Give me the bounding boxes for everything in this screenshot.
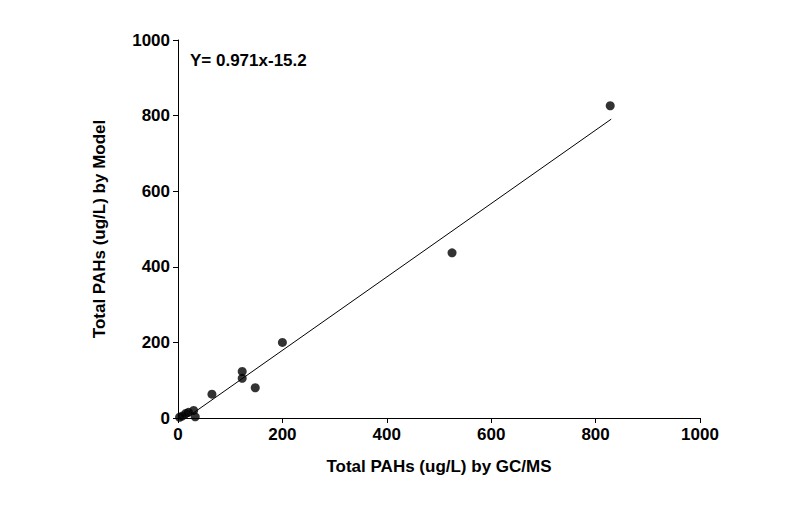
svg-text:1000: 1000 [132,31,170,50]
svg-text:400: 400 [373,425,401,444]
svg-text:600: 600 [477,425,505,444]
svg-text:400: 400 [142,257,170,276]
svg-text:200: 200 [142,333,170,352]
svg-text:800: 800 [581,425,609,444]
svg-text:Total PAHs (ug/L) by GC/MS: Total PAHs (ug/L) by GC/MS [326,457,551,476]
svg-text:Y= 0.971x-15.2: Y= 0.971x-15.2 [190,51,307,70]
svg-text:600: 600 [142,182,170,201]
svg-text:200: 200 [268,425,296,444]
svg-text:800: 800 [142,106,170,125]
svg-text:1000: 1000 [681,425,719,444]
svg-text:0: 0 [173,425,182,444]
svg-text:0: 0 [161,409,170,428]
svg-text:Total PAHs (ug/L) by Model: Total PAHs (ug/L) by Model [90,120,109,338]
